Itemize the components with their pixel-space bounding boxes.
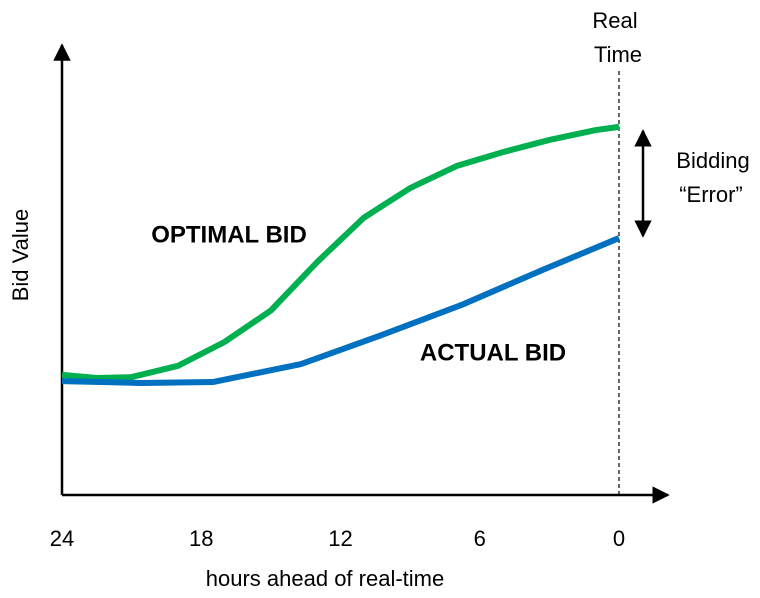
x-tick-label: 6 <box>474 526 486 551</box>
series-line <box>61 235 621 386</box>
series-line <box>61 123 620 381</box>
x-tick-label: 0 <box>613 526 625 551</box>
annotation: Real <box>592 8 637 33</box>
x-tick-label: 12 <box>328 526 352 551</box>
x-tick-label: 24 <box>50 526 74 551</box>
y-axis-label: Bid Value <box>8 209 33 302</box>
annotation: Time <box>594 42 642 67</box>
annotation: “Error” <box>679 182 743 207</box>
annotation: Bidding <box>676 148 749 173</box>
x-axis-label: hours ahead of real-time <box>206 566 444 591</box>
series-label: ACTUAL BID <box>420 339 566 366</box>
x-tick-label: 18 <box>189 526 213 551</box>
series-label: OPTIMAL BID <box>151 221 307 248</box>
